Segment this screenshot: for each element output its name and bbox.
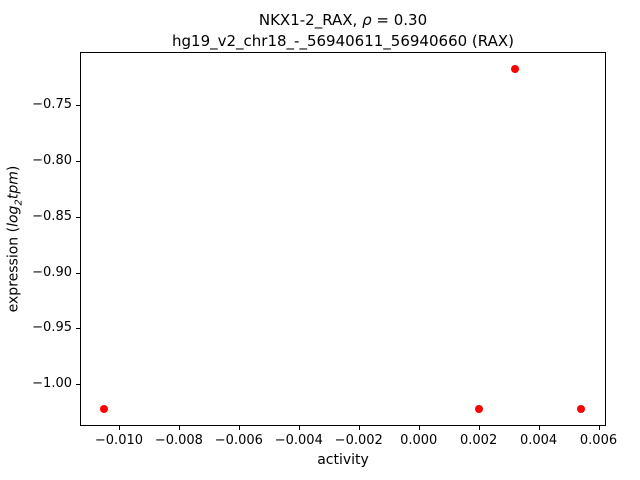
data-point <box>99 405 108 413</box>
rho-value: = 0.30 <box>371 11 428 29</box>
x-tick-label: 0.002 <box>460 433 498 448</box>
y-tick-label: −0.75 <box>32 96 72 112</box>
y-label-tpm: tpm <box>5 171 22 200</box>
y-tick-label: −0.90 <box>32 264 72 280</box>
x-tick-label: −0.006 <box>214 433 263 448</box>
chart-title-line2: hg19_v2_chr18_-_56940611_56940660 (RAX) <box>172 32 514 50</box>
x-tick <box>478 426 480 430</box>
x-tick-label: 0.000 <box>400 433 438 448</box>
y-tick <box>76 160 80 162</box>
x-tick-label: −0.008 <box>154 433 203 448</box>
data-point <box>474 405 483 413</box>
y-tick <box>76 328 80 330</box>
y-tick <box>76 216 80 218</box>
x-axis-label: activity <box>317 452 369 468</box>
x-tick <box>598 426 600 430</box>
x-tick-label: 0.004 <box>519 433 558 448</box>
x-tick <box>538 426 540 430</box>
x-tick-label: −0.010 <box>94 433 144 448</box>
x-tick-label: −0.004 <box>274 433 323 448</box>
x-tick <box>418 426 420 430</box>
y-tick <box>76 104 80 106</box>
y-tick-label: −0.95 <box>32 320 72 336</box>
y-tick-label: −0.80 <box>32 152 72 168</box>
y-tick-label: −1.00 <box>32 376 72 392</box>
y-tick-label: −0.85 <box>32 208 72 224</box>
x-tick <box>118 426 120 430</box>
x-tick <box>358 426 360 430</box>
y-tick <box>76 272 80 274</box>
y-label-sub: 2 <box>13 199 25 206</box>
data-point <box>576 405 585 413</box>
x-tick-label: 0.006 <box>579 433 618 448</box>
title-text: NKX1-2_RAX, <box>258 11 363 29</box>
chart-title-line1: NKX1-2_RAX, ρ = 0.30 <box>80 10 606 31</box>
y-axis-label: expression (log2tpm) <box>6 166 25 313</box>
rho-symbol: ρ <box>362 11 372 29</box>
x-tick-label: −0.002 <box>334 433 383 448</box>
x-tick <box>298 426 300 430</box>
x-tick <box>238 426 240 430</box>
data-point <box>510 65 519 73</box>
chart-title: NKX1-2_RAX, ρ = 0.30 hg19_v2_chr18_-_569… <box>80 10 606 52</box>
plot-area <box>80 52 606 426</box>
x-tick <box>178 426 180 430</box>
y-tick <box>76 384 80 386</box>
